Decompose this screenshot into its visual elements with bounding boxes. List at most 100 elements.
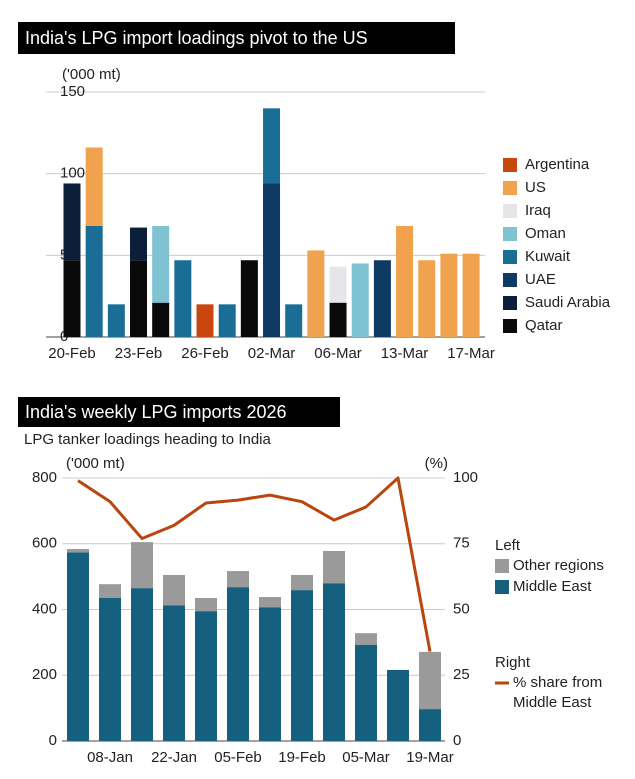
y-tick-label: 100 [60,165,85,182]
legend-group-title: Left [495,537,521,554]
legend-label: UAE [525,271,556,288]
legend-label-box: Middle East [513,578,592,595]
legend-label: Oman [525,225,566,242]
bar-segment [130,227,148,261]
bar-segment [351,263,369,337]
y2-tick-label: 0 [453,732,461,749]
bar-segment [218,304,236,337]
bar-segment [418,260,436,337]
y2-unit: (%) [425,455,448,472]
bar-segment [440,253,458,337]
y-tick-label: 800 [32,469,57,486]
x-tick-label: 17-Mar [447,345,495,362]
legend-swatch [503,158,517,172]
bar-segment [163,605,185,741]
x-tick-label: 13-Mar [381,345,429,362]
bar-segment [373,260,391,337]
bar-segment [329,302,347,337]
y-tick-label: 600 [32,535,57,552]
bar-segment [329,266,347,303]
legend-label: Saudi Arabia [525,294,611,311]
chart-title: India's weekly LPG imports 2026 [25,402,287,422]
x-tick-label: 22-Jan [151,749,197,766]
bar-segment [152,225,170,303]
legend-swatch [503,181,517,195]
chart-title: India's LPG import loadings pivot to the… [25,28,368,48]
x-tick-label: 05-Mar [342,749,390,766]
legend-label: Kuwait [525,248,571,265]
bar-segment [99,597,121,741]
legend-swatch [503,250,517,264]
bar-segment [99,584,121,598]
legend-swatch [495,559,509,573]
bar-segment [355,633,377,646]
bar-segment [323,583,345,741]
x-tick-label: 05-Feb [214,749,262,766]
bar-segment [323,550,345,584]
legend-swatch [503,227,517,241]
legend-swatch [503,273,517,287]
bar-segment [107,304,125,337]
bar-segment [85,225,103,337]
bar-segment [307,250,325,337]
legend-swatch [503,204,517,218]
legend-swatch [495,580,509,594]
bar-segment [285,304,303,337]
title-box [18,397,340,427]
bar-segment [240,260,258,337]
y-tick-label: 200 [32,666,57,683]
bar-segment [227,587,249,741]
legend-label: Other regions [513,557,604,574]
x-tick-label: 23-Feb [115,345,163,362]
chart-subtitle: LPG tanker loadings heading to India [24,431,271,448]
legend-swatch [503,319,517,333]
y2-tick-label: 100 [453,469,478,486]
bar-segment [131,542,153,589]
x-tick-label: 19-Feb [278,749,326,766]
bar-segment [131,588,153,741]
bar-segment [63,260,81,337]
bar-segment [85,147,103,226]
legend-label: Argentina [525,156,590,173]
bar-segment [419,651,441,710]
y2-tick-label: 75 [453,535,470,552]
y-unit: ('000 mt) [66,455,125,472]
bar-segment [195,597,217,612]
title-box [18,22,455,54]
x-tick-label: 02-Mar [248,345,296,362]
legend-swatch [503,296,517,310]
y-tick-label: 150 [60,83,85,100]
legend-label: Middle East [513,578,592,595]
x-tick-label: 19-Mar [406,749,454,766]
bar-segment [291,590,313,741]
y-unit: ('000 mt) [62,66,121,83]
y-tick-label: 400 [32,600,57,617]
bar-segment [259,607,281,741]
bar-segment [291,574,313,591]
bar-segment [259,597,281,608]
x-tick-label: 06-Mar [314,345,362,362]
y2-tick-label: 50 [453,600,470,617]
bar-segment [227,571,249,588]
bar-segment [63,183,81,261]
line-series [77,476,432,652]
legend-label: Qatar [525,317,563,334]
bar-segment [163,574,185,606]
legend-label: US [525,179,546,196]
x-tick-label: 20-Feb [48,345,96,362]
bar-segment [196,304,214,337]
legend-label-box: % share from Middle East [513,674,603,711]
bar-segment [195,611,217,741]
bar-segment [174,260,192,337]
bar-segment [67,552,89,741]
bar-segment [152,302,170,337]
bar-segment [419,709,441,741]
bar-segment [355,645,377,741]
legend-label: % share from Middle East [513,674,603,711]
legend-group-title: Right [495,654,531,671]
bar-segment [130,260,148,337]
bar-segment [263,183,281,337]
bar-segment [396,225,414,337]
legend-label: Iraq [525,202,551,219]
